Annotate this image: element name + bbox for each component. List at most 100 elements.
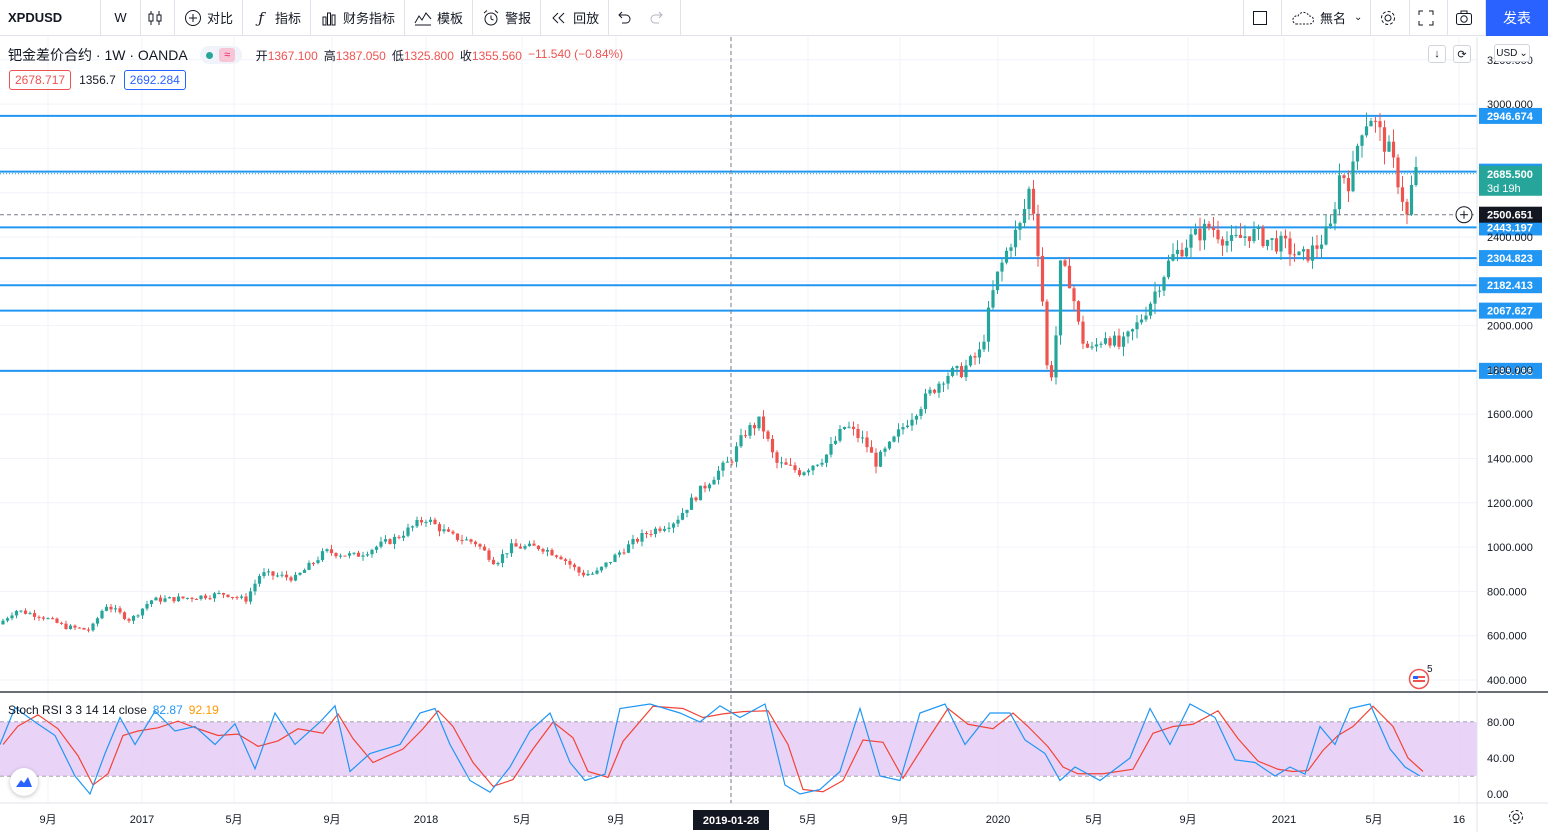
candle-body [874,452,878,467]
buy-price-box[interactable]: 2692.284 [123,70,186,90]
candle-body [86,629,91,631]
stoch-tick-label: 40.00 [1487,753,1515,765]
crosshair-price-tag [1479,206,1542,223]
ohlc-values: 开1367.100 高1387.050 低1325.800 收1355.560 … [256,47,624,64]
candle-body [1148,303,1153,316]
candle-body [181,596,185,599]
hline-price-tag [1479,362,1542,379]
hline-price-tag [1479,277,1542,294]
candle-body [1396,157,1400,188]
candle-body [775,452,779,463]
candle-body [1076,301,1081,322]
candle-body [1333,209,1337,224]
settings-button[interactable] [1371,0,1410,36]
indicator-legend[interactable]: Stoch RSI 3 3 14 14 close 82.87 92.19 [8,703,219,717]
candle-body [730,461,734,463]
candle-body [176,596,181,602]
alert-button[interactable]: 警报 [473,0,542,36]
candle-body [950,368,955,376]
candle-body [1072,288,1076,302]
time-tick-label: 5月 [225,814,242,826]
candle-body [1279,235,1283,252]
candle-body [1355,145,1360,162]
horizontal-lines[interactable]: 2946.6742694.9302443.1972304.8232182.413… [0,107,1542,379]
candle-body [563,559,568,562]
candle-body [361,555,365,557]
candle-body [811,465,815,471]
candle-body [446,529,451,532]
toolbar-spacer [681,0,1244,36]
candle-body [1031,188,1036,214]
crosshair-date-label: 2019-01-28 [703,815,759,827]
alert-label: 警报 [505,11,532,26]
candle-body [649,534,653,536]
alarm-clock-icon [482,9,500,27]
chart-canvas[interactable]: 2946.6742694.9302443.1972304.8232182.413… [0,37,1548,832]
candle-body [883,448,887,452]
candle-body [343,555,347,557]
interval-button[interactable]: W [101,0,141,36]
candle-body [266,571,271,573]
candle-body [1351,161,1355,192]
candle-body [1171,254,1175,261]
candle-body [455,533,460,540]
compare-button[interactable]: 对比 [175,0,244,36]
layout-name-button[interactable]: 無名 ⌄ [1282,0,1371,36]
candle-body [955,366,959,369]
legend-buttons[interactable]: ≈ [199,46,242,64]
indicators-button[interactable]: ƒ 指标 [243,0,312,36]
candle-body [136,615,140,617]
templates-button[interactable]: 模板 [405,0,474,36]
replay-button[interactable]: 回放 [541,0,610,36]
candle-body [1027,188,1031,209]
open-label: 开 [255,48,268,63]
undo-button[interactable] [609,0,644,36]
candle-body [397,536,401,538]
gear-icon [1379,9,1397,27]
refresh-button[interactable]: ⟳ [1453,45,1471,63]
chart-type-button[interactable] [141,0,175,36]
symbol-description[interactable]: 钯金差价合约 · 1W · OANDA [8,47,188,63]
candle-body [946,375,950,384]
sell-price-box[interactable]: 2678.717 [9,70,72,90]
candle-body [1009,247,1013,251]
publish-button[interactable]: 发表 [1486,0,1548,36]
alert-count: 5 [1427,664,1433,675]
candle-body [541,549,545,552]
candle-body [320,551,325,561]
templates-label: 模板 [437,11,464,26]
candle-body [235,597,239,599]
time-tick-label: 5月 [1085,814,1102,826]
financials-button[interactable]: 财务指标 [311,0,406,36]
candle-body [289,577,293,581]
candle-body [991,290,995,308]
candle-body [1391,141,1396,158]
symbol-search-button[interactable]: XPDUSD [0,0,101,36]
stoch-rsi-pane [0,703,1424,796]
candle-body [284,574,289,578]
candle-body [680,512,685,520]
candle-body [748,425,752,436]
candle-body [734,446,739,462]
economic-events-badge[interactable]: 5 [1408,664,1434,690]
replay-label: 回放 [573,11,600,26]
currency-select[interactable]: USD ⌄ [1494,44,1530,62]
bid-ask-boxes: 2678.717 1356.7 2692.284 [9,70,186,90]
candle-body [167,597,172,599]
axis-settings-button[interactable] [1507,808,1525,826]
scroll-down-button[interactable]: ↓ [1428,45,1446,63]
fullscreen-button[interactable] [1410,0,1448,36]
price-tick-label: 1200.000 [1487,498,1533,510]
time-tick-label: 9月 [39,814,56,826]
candle-body [442,529,446,532]
hline-price-tag [1479,219,1542,236]
snapshot-button[interactable] [1448,0,1486,36]
candle-body [1369,120,1373,127]
tradingview-logo[interactable] [10,768,38,796]
candle-body [244,596,248,602]
select-layout-button[interactable] [1244,0,1282,36]
redo-button[interactable] [644,0,682,36]
candle-body [496,563,500,565]
candle-body [536,545,541,550]
candle-body [109,606,113,610]
